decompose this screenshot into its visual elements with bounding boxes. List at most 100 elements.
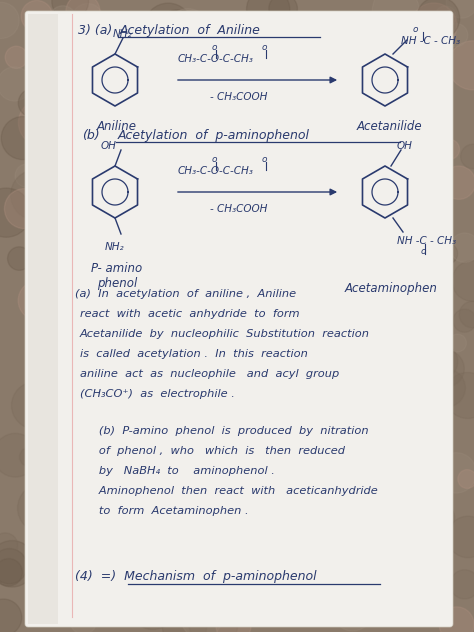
Circle shape [208, 270, 227, 289]
Circle shape [56, 350, 100, 394]
Circle shape [324, 465, 344, 485]
Text: 3) (a): 3) (a) [78, 24, 112, 37]
Circle shape [254, 166, 282, 193]
Circle shape [358, 498, 374, 514]
Circle shape [368, 278, 394, 305]
Circle shape [21, 1, 53, 32]
Text: o: o [262, 43, 267, 52]
Circle shape [181, 25, 216, 60]
Circle shape [378, 138, 422, 182]
Circle shape [98, 217, 126, 246]
Circle shape [169, 81, 205, 116]
Text: (b)  P-amino  phenol  is  produced  by  nitration: (b) P-amino phenol is produced by nitrat… [88, 426, 369, 436]
Circle shape [422, 502, 455, 534]
Circle shape [25, 296, 57, 328]
Circle shape [338, 85, 360, 107]
Circle shape [396, 21, 421, 47]
Circle shape [132, 275, 160, 303]
Circle shape [246, 0, 290, 31]
Circle shape [47, 289, 73, 315]
Circle shape [189, 599, 238, 632]
Text: is  called  acetylation .  In  this  reaction: is called acetylation . In this reaction [80, 349, 308, 359]
Circle shape [449, 334, 466, 352]
Circle shape [124, 65, 141, 82]
Circle shape [447, 0, 474, 18]
Circle shape [246, 272, 273, 298]
Text: Acetanilide: Acetanilide [357, 120, 423, 133]
Circle shape [30, 346, 78, 394]
Circle shape [75, 308, 92, 325]
Circle shape [26, 272, 44, 291]
Circle shape [325, 51, 351, 76]
Circle shape [145, 24, 186, 65]
Text: Acetylation  of  Aniline: Acetylation of Aniline [120, 24, 261, 37]
Text: o: o [212, 155, 218, 164]
Circle shape [50, 454, 95, 499]
Circle shape [318, 46, 359, 87]
Circle shape [377, 420, 411, 455]
Circle shape [365, 439, 396, 469]
Circle shape [209, 38, 252, 81]
Circle shape [317, 420, 365, 468]
Circle shape [392, 233, 429, 271]
Circle shape [436, 243, 458, 264]
Circle shape [41, 53, 73, 85]
Circle shape [1, 116, 44, 160]
Circle shape [190, 43, 225, 78]
Circle shape [15, 164, 38, 187]
FancyBboxPatch shape [25, 11, 453, 627]
Circle shape [68, 497, 105, 535]
Circle shape [427, 369, 465, 407]
Circle shape [276, 277, 312, 313]
Circle shape [46, 37, 73, 63]
Circle shape [120, 267, 140, 288]
Circle shape [377, 77, 399, 99]
Circle shape [401, 449, 439, 486]
Circle shape [104, 451, 126, 473]
Circle shape [152, 51, 185, 83]
Circle shape [246, 461, 287, 502]
Circle shape [0, 549, 27, 584]
Circle shape [73, 161, 115, 204]
Circle shape [170, 18, 218, 66]
Circle shape [11, 170, 61, 220]
Circle shape [296, 439, 330, 472]
Circle shape [306, 350, 354, 397]
Text: (CH₃CO⁺)  as  electrophile .: (CH₃CO⁺) as electrophile . [80, 389, 235, 399]
Circle shape [290, 504, 322, 536]
Text: o: o [262, 155, 267, 164]
Circle shape [52, 0, 89, 20]
Circle shape [255, 253, 284, 283]
Circle shape [164, 23, 211, 70]
Circle shape [18, 281, 58, 320]
Circle shape [259, 444, 283, 466]
Circle shape [242, 107, 270, 136]
Circle shape [290, 255, 323, 288]
Circle shape [0, 67, 31, 101]
Circle shape [379, 595, 407, 623]
Circle shape [206, 192, 243, 228]
Circle shape [74, 46, 98, 70]
Circle shape [40, 318, 70, 348]
Circle shape [318, 101, 356, 140]
Circle shape [321, 367, 342, 388]
Circle shape [25, 174, 55, 204]
Circle shape [394, 99, 427, 132]
Circle shape [439, 607, 474, 632]
Circle shape [461, 144, 474, 169]
Text: OH: OH [101, 141, 117, 151]
Circle shape [371, 428, 395, 451]
Circle shape [100, 425, 141, 466]
Circle shape [202, 253, 249, 300]
Circle shape [452, 260, 474, 301]
Circle shape [341, 346, 375, 380]
Circle shape [224, 586, 252, 613]
Text: OH: OH [397, 141, 413, 151]
Text: Aminophenol  then  react  with   aceticanhydride: Aminophenol then react with aceticanhydr… [88, 486, 378, 496]
Circle shape [351, 111, 373, 133]
Circle shape [156, 442, 182, 467]
Circle shape [32, 229, 60, 257]
Circle shape [327, 240, 362, 275]
Circle shape [268, 601, 289, 622]
Circle shape [447, 516, 474, 557]
